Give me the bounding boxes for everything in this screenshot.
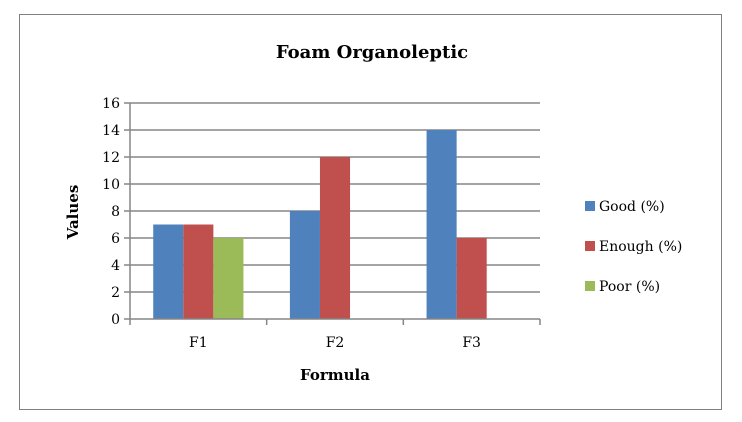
bars <box>153 130 487 319</box>
legend-label: Good (%) <box>599 199 665 215</box>
y-tick-label: 2 <box>111 285 120 301</box>
x-axis-title: Formula <box>300 366 370 384</box>
legend-label: Poor (%) <box>599 279 660 295</box>
x-tick-label: F1 <box>189 335 208 351</box>
bar <box>456 238 487 319</box>
bar <box>153 224 184 319</box>
x-tick-label: F3 <box>462 335 481 351</box>
y-tick-label: 14 <box>102 123 120 139</box>
chart-title: Foam Organoleptic <box>276 42 468 63</box>
chart-frame <box>19 14 722 410</box>
legend: Good (%) Enough (%) Poor (%) <box>585 199 682 295</box>
legend-swatch <box>585 241 595 251</box>
y-tick-label: 8 <box>111 204 120 220</box>
y-tick-label: 12 <box>102 150 120 166</box>
y-axis-title: Values <box>64 185 82 241</box>
y-tick-label: 10 <box>102 177 120 193</box>
y-tick-label: 0 <box>111 312 120 328</box>
bar <box>183 224 214 319</box>
y-tick-label: 4 <box>111 258 120 274</box>
bar <box>426 130 457 319</box>
axes <box>124 102 541 325</box>
legend-label: Enough (%) <box>599 239 682 255</box>
tick-labels: 0 2 4 6 8 10 12 14 16 F1 F2 F3 <box>102 96 481 351</box>
legend-swatch <box>585 201 595 211</box>
bar <box>289 211 320 319</box>
x-tick-label: F2 <box>326 335 345 351</box>
y-tick-label: 6 <box>111 231 120 247</box>
legend-swatch <box>585 281 595 291</box>
y-tick-label: 16 <box>102 96 120 112</box>
bar <box>319 157 351 319</box>
bar <box>213 238 244 319</box>
